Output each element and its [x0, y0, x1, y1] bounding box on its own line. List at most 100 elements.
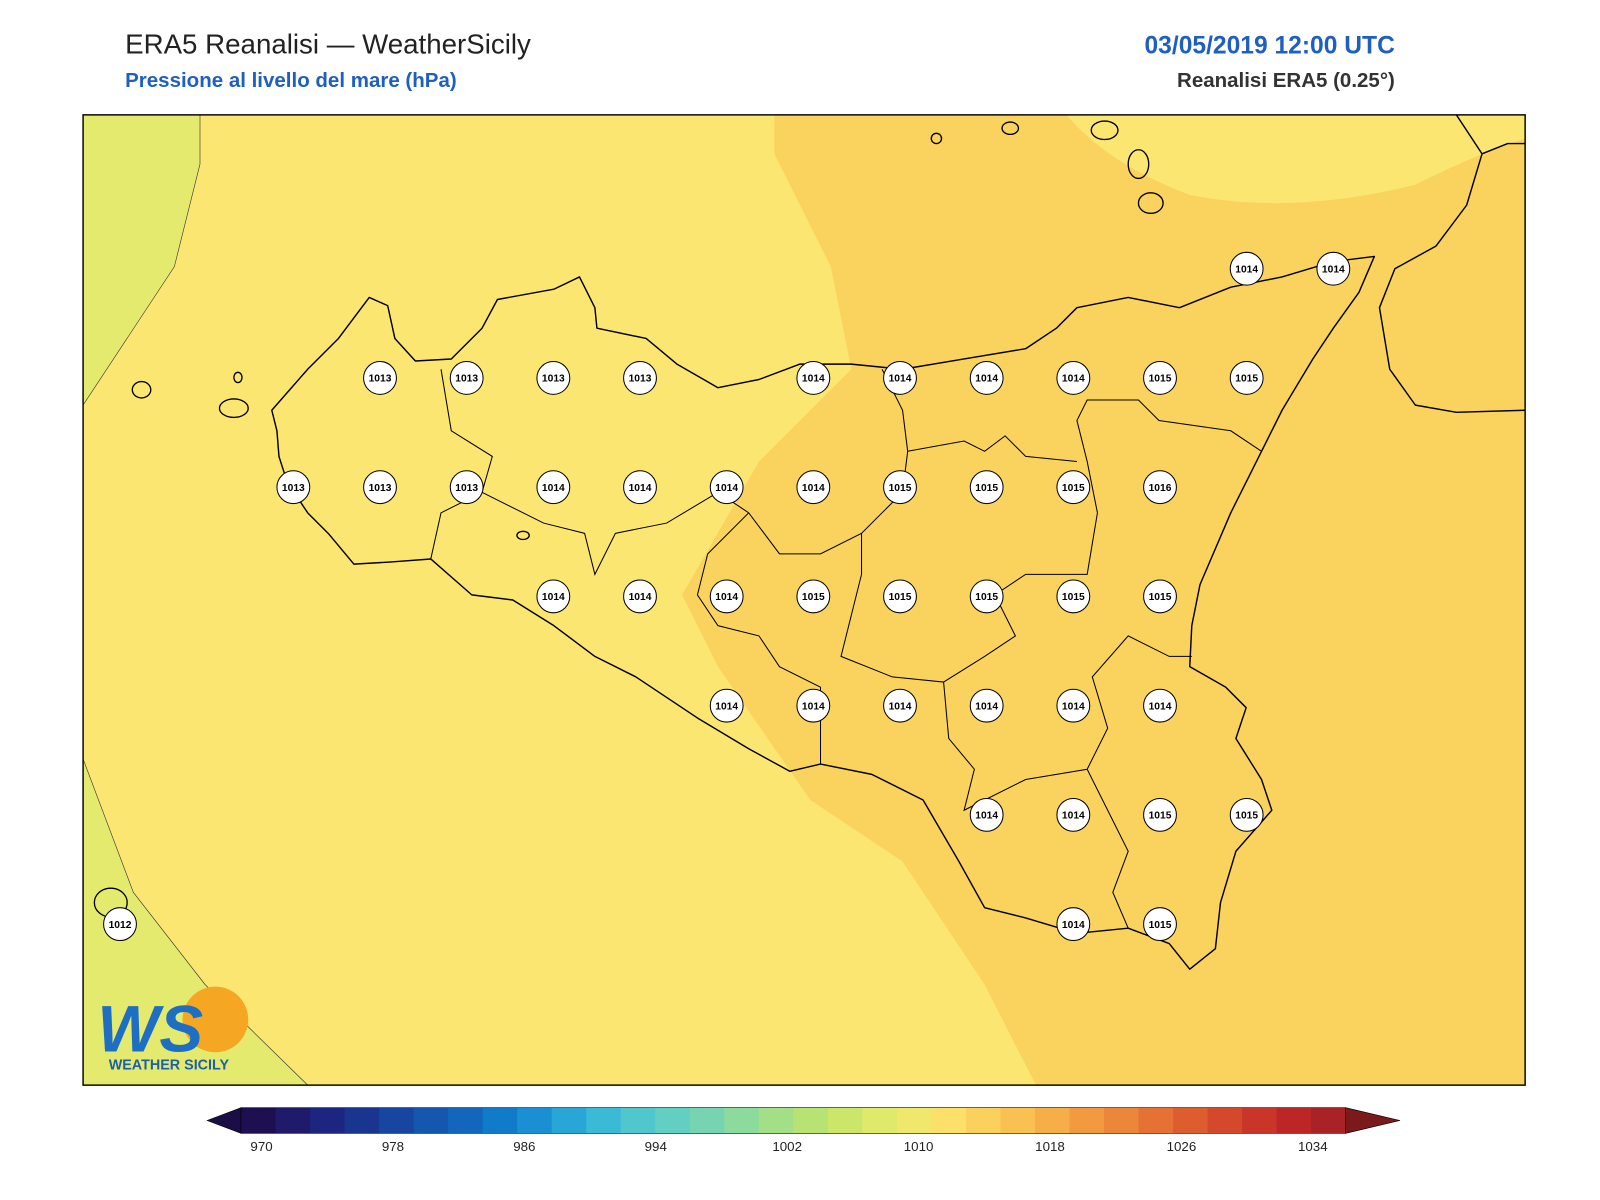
colorbar-tick-label: 994 [645, 1139, 668, 1154]
station-marker [623, 361, 657, 395]
station-marker [449, 361, 484, 395]
colorbar-segment [965, 1107, 1001, 1134]
station-marker [363, 361, 397, 395]
colorbar-tick-label: 978 [382, 1139, 404, 1154]
station-value: 1014 [1322, 264, 1345, 275]
colorbar-segment [862, 1107, 898, 1134]
station-marker [536, 470, 571, 505]
coastline-calabria-n [1481, 142, 1526, 155]
station-marker [796, 688, 831, 723]
station-value: 1015 [889, 483, 912, 494]
station-value: 1014 [889, 701, 912, 712]
station-marker [1056, 688, 1091, 723]
station-marker [449, 470, 484, 505]
station-marker [103, 907, 137, 942]
station-value: 1014 [1149, 701, 1172, 712]
island [1137, 192, 1164, 214]
station-marker [623, 579, 657, 614]
station-value: 1013 [369, 374, 392, 385]
logo-sun [182, 986, 249, 1053]
island [930, 132, 943, 145]
colorbar-segment [1069, 1107, 1105, 1134]
station-marker [709, 688, 744, 723]
colorbar-segment [931, 1107, 967, 1134]
colorbar-segment [689, 1107, 725, 1134]
province-border [840, 399, 1262, 683]
station-value: 1014 [1062, 374, 1085, 385]
station-marker [796, 470, 831, 505]
colorbar-tick-label: 1018 [1035, 1139, 1065, 1154]
colorbar-segment [1276, 1107, 1312, 1134]
station-value: 1014 [975, 811, 998, 822]
colorbar-segment [896, 1107, 932, 1134]
station-value: 1013 [455, 483, 478, 494]
station-value: 1012 [109, 920, 132, 931]
station-marker [1229, 361, 1264, 395]
station-value: 1015 [975, 592, 998, 603]
station-value: 1014 [715, 701, 738, 712]
colorbar-segment [1000, 1107, 1036, 1134]
station-marker [1056, 797, 1091, 832]
station-value: 1014 [1062, 701, 1085, 712]
station-value: 1015 [1062, 483, 1085, 494]
province-border [1086, 769, 1129, 929]
colorbar-segment [1138, 1107, 1174, 1134]
station-marker [883, 688, 917, 723]
islands [93, 120, 1164, 918]
station-value: 1015 [975, 483, 998, 494]
colorbar-segment [620, 1107, 656, 1134]
island [1090, 120, 1119, 141]
station-value: 1015 [1149, 592, 1172, 603]
station-marker [1143, 907, 1177, 942]
station-marker [1143, 361, 1177, 395]
station-value: 1013 [629, 374, 652, 385]
station-value: 1014 [802, 483, 825, 494]
island [233, 371, 243, 384]
colorbar-tick-label: 1002 [772, 1139, 802, 1154]
colorbar-under [206, 1107, 242, 1134]
station-marker [1056, 579, 1091, 614]
colorbar-segment [758, 1107, 794, 1134]
colorbar-tick-label: 1010 [904, 1139, 934, 1154]
station-value: 1015 [1149, 811, 1172, 822]
station-marker [883, 579, 917, 614]
station-value: 1015 [1149, 374, 1172, 385]
station-marker [1056, 361, 1091, 395]
station-marker [363, 470, 397, 505]
station-value: 1013 [455, 374, 478, 385]
station-value: 1015 [889, 592, 912, 603]
station-marker [1143, 470, 1177, 505]
colorbar-tick-label: 970 [250, 1139, 272, 1154]
colorbar-segment [1034, 1107, 1070, 1134]
colorbar: 970 978 986 994 1002 1010 1018 1026 1034 [206, 1107, 1401, 1154]
station-marker [969, 361, 1004, 395]
island [1127, 149, 1150, 180]
logo-mark: WS [97, 992, 203, 1065]
station-value: 1015 [1235, 374, 1258, 385]
colorbar-segment [1242, 1107, 1278, 1134]
island [131, 380, 152, 399]
station-value: 1015 [1235, 811, 1258, 822]
station-marker [883, 470, 917, 505]
station-value: 1014 [975, 701, 998, 712]
station-marker [969, 688, 1004, 723]
subtitle: Pressione al livello del mare (hPa) [125, 69, 457, 92]
station-value: 1013 [542, 374, 565, 385]
colorbar-segment [655, 1107, 691, 1134]
colorbar-segment [379, 1107, 415, 1134]
coastline-calabria [1378, 114, 1526, 414]
province-border [696, 512, 822, 765]
stations: 1014 1014 1013 1013 1013 1013 1014 1014 1014 1014… [103, 251, 1351, 942]
colorbar-segment [1173, 1107, 1209, 1134]
datetime: 03/05/2019 12:00 UTC [1144, 32, 1395, 59]
logo-name: WEATHER SICILY [109, 1058, 230, 1074]
source: Reanalisi ERA5 (0.25°) [1177, 69, 1395, 92]
colorbar-frame [240, 1107, 1346, 1134]
station-value: 1014 [802, 701, 825, 712]
station-marker [1229, 251, 1264, 286]
colorbar-over [1345, 1107, 1401, 1134]
station-marker [1316, 251, 1351, 286]
colorbar-segment [344, 1107, 380, 1134]
station-marker [883, 361, 917, 395]
